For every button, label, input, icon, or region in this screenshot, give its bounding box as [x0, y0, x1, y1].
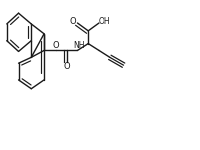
Text: NH: NH	[74, 41, 85, 50]
Text: OH: OH	[99, 18, 111, 27]
Text: O: O	[69, 18, 76, 27]
Text: O: O	[53, 41, 59, 50]
Text: O: O	[63, 62, 70, 71]
